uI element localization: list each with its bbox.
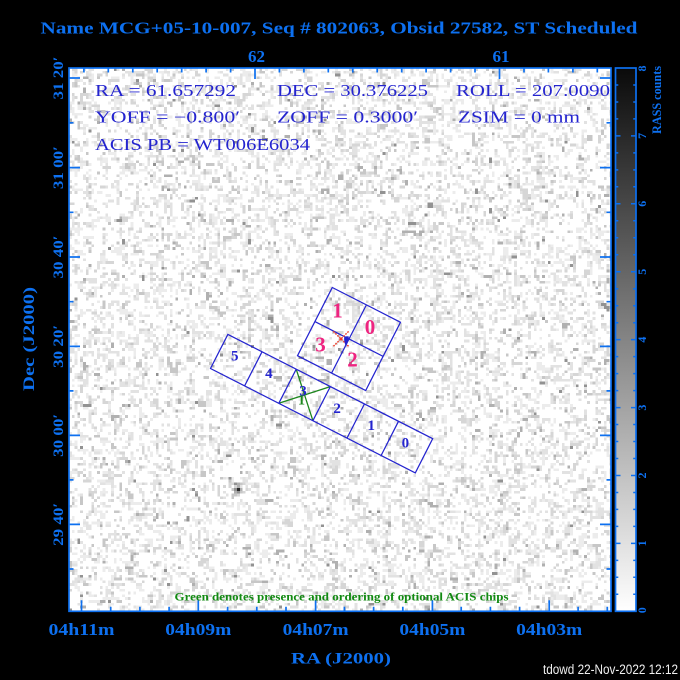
svg-text:04h07m: 04h07m [283,620,349,639]
svg-text:2: 2 [333,401,341,417]
svg-text:61: 61 [493,47,510,66]
svg-text:04h03m: 04h03m [516,620,582,639]
svg-text:YOFF = −0.800′: YOFF = −0.800′ [95,108,240,127]
svg-text:1: 1 [635,540,649,546]
svg-text:2: 2 [635,473,649,479]
svg-text:3: 3 [635,405,649,411]
svg-text:30 20′: 30 20′ [51,325,67,368]
svg-text:8: 8 [635,66,649,72]
svg-text:31 20′: 31 20′ [51,57,67,100]
svg-text:30 40′: 30 40′ [51,236,67,279]
svg-text:DEC = 30.376225: DEC = 30.376225 [277,81,428,100]
svg-text:3: 3 [315,333,326,357]
svg-text:tdowd 22-Nov-2022 12:12: tdowd 22-Nov-2022 12:12 [543,662,678,677]
svg-text:4: 4 [635,337,649,343]
svg-text:62: 62 [248,47,265,66]
svg-text:RASS counts: RASS counts [650,66,664,134]
svg-text:ROLL = 207.0090: ROLL = 207.0090 [456,81,610,100]
svg-text:29 40′: 29 40′ [51,503,67,546]
svg-text:04h09m: 04h09m [165,620,231,639]
svg-text:0: 0 [365,315,376,339]
svg-text:6: 6 [635,201,649,207]
svg-text:1: 1 [298,394,305,409]
svg-text:31 00′: 31 00′ [51,146,67,189]
svg-text:04h11m: 04h11m [49,620,115,639]
svg-text:5: 5 [231,349,239,365]
svg-text:3: 3 [299,383,307,399]
svg-text:RA = 61.657292: RA = 61.657292 [95,81,236,100]
svg-text:5: 5 [635,269,649,275]
svg-text:7: 7 [635,133,649,139]
svg-text:ZSIM = 0 mm: ZSIM = 0 mm [458,108,580,127]
svg-text:ACIS PB = WT006E6034: ACIS PB = WT006E6034 [95,135,310,154]
svg-text:Dec (J2000): Dec (J2000) [21,287,38,391]
svg-text:0: 0 [635,607,649,613]
svg-text:04h05m: 04h05m [399,620,465,639]
svg-text:4: 4 [265,366,273,382]
svg-text:Name MCG+05-10-007, Seq # 8020: Name MCG+05-10-007, Seq # 802063, Obsid … [41,19,639,38]
svg-text:2: 2 [347,348,358,372]
svg-text:30 00′: 30 00′ [51,414,67,457]
svg-text:1: 1 [368,418,376,434]
svg-text:1: 1 [332,299,343,323]
svg-text:Green denotes presence and ord: Green denotes presence and ordering of o… [175,590,509,604]
svg-text:RA (J2000): RA (J2000) [291,651,391,668]
svg-text:ZOFF = 0.3000′: ZOFF = 0.3000′ [277,108,418,127]
svg-text:0: 0 [402,436,410,452]
